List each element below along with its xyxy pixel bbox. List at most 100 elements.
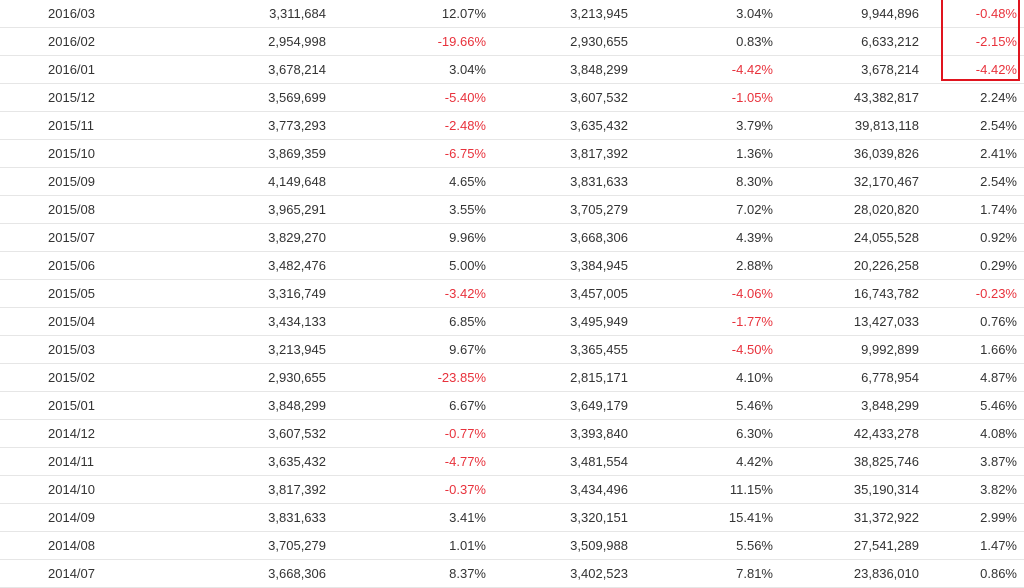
table-row: 2016/02 2,954,998 -19.66% 2,930,655 0.83% 6,6… — [0, 27, 1024, 56]
cumulative-change-cell: -0.23% — [919, 279, 1024, 308]
cumulative-change-cell: -2.15% — [919, 27, 1024, 56]
prev-year-value-cell: 3,495,949 — [486, 307, 628, 336]
month-cell: 2015/02 — [0, 363, 170, 392]
month-cell: 2015/01 — [0, 391, 170, 420]
table-row: 2014/09 3,831,633 3.41% 3,320,151 15.41% 31,3… — [0, 503, 1024, 532]
table-row: 2014/07 3,668,306 8.37% 3,402,523 7.81% 23,83… — [0, 559, 1024, 588]
table-row: 2015/12 3,569,699 -5.40% 3,607,532 -1.05% 43,… — [0, 83, 1024, 112]
value-cell: 2,954,998 — [170, 27, 326, 56]
cumulative-change-cell: 4.08% — [919, 419, 1024, 448]
change-cell: 12.07% — [326, 0, 486, 28]
yoy-change-cell: -4.06% — [628, 279, 773, 308]
prev-year-value-cell: 3,393,840 — [486, 419, 628, 448]
table-row: 2014/10 3,817,392 -0.37% 3,434,496 11.15% 35,… — [0, 475, 1024, 504]
cumulative-change-cell: 1.66% — [919, 335, 1024, 364]
change-cell: 3.55% — [326, 195, 486, 224]
table-row: 2015/10 3,869,359 -6.75% 3,817,392 1.36% 36,0… — [0, 139, 1024, 168]
cumulative-cell: 42,433,278 — [773, 419, 919, 448]
yoy-change-cell: -4.42% — [628, 55, 773, 84]
value-cell: 3,705,279 — [170, 531, 326, 560]
value-cell: 3,817,392 — [170, 475, 326, 504]
table-row: 2015/04 3,434,133 6.85% 3,495,949 -1.77% 13,4… — [0, 307, 1024, 336]
value-cell: 3,213,945 — [170, 335, 326, 364]
yoy-change-cell: 1.36% — [628, 139, 773, 168]
table-row: 2014/12 3,607,532 -0.77% 3,393,840 6.30% 42,4… — [0, 419, 1024, 448]
change-cell: 6.67% — [326, 391, 486, 420]
cumulative-cell: 24,055,528 — [773, 223, 919, 252]
change-cell: 5.00% — [326, 251, 486, 280]
table-row: 2014/11 3,635,432 -4.77% 3,481,554 4.42% 38,8… — [0, 447, 1024, 476]
yoy-change-cell: 15.41% — [628, 503, 773, 532]
table-row: 2015/05 3,316,749 -3.42% 3,457,005 -4.06% 16,… — [0, 279, 1024, 308]
table-row: 2015/09 4,149,648 4.65% 3,831,633 8.30% 32,17… — [0, 167, 1024, 196]
change-cell: -5.40% — [326, 83, 486, 112]
prev-year-value-cell: 3,457,005 — [486, 279, 628, 308]
cumulative-change-cell: 2.54% — [919, 167, 1024, 196]
yoy-change-cell: 3.04% — [628, 0, 773, 28]
yoy-change-cell: 5.46% — [628, 391, 773, 420]
prev-year-value-cell: 3,649,179 — [486, 391, 628, 420]
cumulative-change-cell: 1.47% — [919, 531, 1024, 560]
change-cell: -6.75% — [326, 139, 486, 168]
prev-year-value-cell: 3,817,392 — [486, 139, 628, 168]
cumulative-change-cell: 2.99% — [919, 503, 1024, 532]
month-cell: 2015/06 — [0, 251, 170, 280]
yoy-change-cell: 11.15% — [628, 475, 773, 504]
change-cell: -3.42% — [326, 279, 486, 308]
cumulative-change-cell: 5.46% — [919, 391, 1024, 420]
change-cell: 3.41% — [326, 503, 486, 532]
cumulative-cell: 20,226,258 — [773, 251, 919, 280]
cumulative-cell: 39,813,118 — [773, 111, 919, 140]
table-row: 2016/03 3,311,684 12.07% 3,213,945 3.04% 9,94… — [0, 0, 1024, 28]
change-cell: 4.65% — [326, 167, 486, 196]
value-cell: 3,668,306 — [170, 559, 326, 588]
yoy-change-cell: 7.81% — [628, 559, 773, 588]
cumulative-cell: 31,372,922 — [773, 503, 919, 532]
month-cell: 2016/01 — [0, 55, 170, 84]
cumulative-cell: 27,541,289 — [773, 531, 919, 560]
cumulative-cell: 3,678,214 — [773, 55, 919, 84]
prev-year-value-cell: 3,213,945 — [486, 0, 628, 28]
value-cell: 3,678,214 — [170, 55, 326, 84]
table-row: 2015/01 3,848,299 6.67% 3,649,179 5.46% 3,848… — [0, 391, 1024, 420]
value-cell: 3,316,749 — [170, 279, 326, 308]
value-cell: 3,773,293 — [170, 111, 326, 140]
month-cell: 2015/08 — [0, 195, 170, 224]
yoy-change-cell: 4.42% — [628, 447, 773, 476]
cumulative-change-cell: 0.86% — [919, 559, 1024, 588]
month-cell: 2015/04 — [0, 307, 170, 336]
month-cell: 2014/12 — [0, 419, 170, 448]
change-cell: 3.04% — [326, 55, 486, 84]
value-cell: 3,848,299 — [170, 391, 326, 420]
cumulative-cell: 3,848,299 — [773, 391, 919, 420]
cumulative-change-cell: 3.82% — [919, 475, 1024, 504]
cumulative-cell: 23,836,010 — [773, 559, 919, 588]
value-cell: 3,635,432 — [170, 447, 326, 476]
month-cell: 2016/03 — [0, 0, 170, 28]
change-cell: 6.85% — [326, 307, 486, 336]
yoy-change-cell: 6.30% — [628, 419, 773, 448]
month-cell: 2015/09 — [0, 167, 170, 196]
change-cell: -23.85% — [326, 363, 486, 392]
change-cell: -0.77% — [326, 419, 486, 448]
prev-year-value-cell: 3,509,988 — [486, 531, 628, 560]
prev-year-value-cell: 3,384,945 — [486, 251, 628, 280]
cumulative-change-cell: 0.92% — [919, 223, 1024, 252]
cumulative-change-cell: 0.76% — [919, 307, 1024, 336]
cumulative-cell: 38,825,746 — [773, 447, 919, 476]
prev-year-value-cell: 3,705,279 — [486, 195, 628, 224]
value-cell: 4,149,648 — [170, 167, 326, 196]
month-cell: 2015/05 — [0, 279, 170, 308]
table-row: 2015/07 3,829,270 9.96% 3,668,306 4.39% 24,05… — [0, 223, 1024, 252]
prev-year-value-cell: 3,831,633 — [486, 167, 628, 196]
month-cell: 2014/09 — [0, 503, 170, 532]
value-cell: 2,930,655 — [170, 363, 326, 392]
value-cell: 3,569,699 — [170, 83, 326, 112]
month-cell: 2015/12 — [0, 83, 170, 112]
month-cell: 2015/07 — [0, 223, 170, 252]
cumulative-cell: 32,170,467 — [773, 167, 919, 196]
value-cell: 3,829,270 — [170, 223, 326, 252]
cumulative-cell: 6,633,212 — [773, 27, 919, 56]
